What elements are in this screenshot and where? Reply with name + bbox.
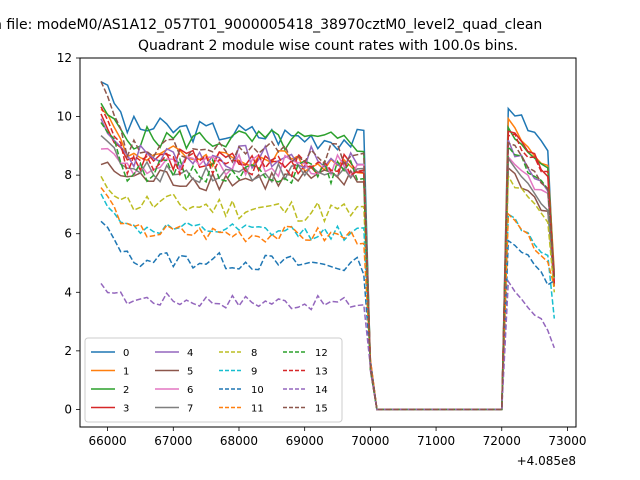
axes-frame	[79, 57, 577, 428]
x-tick-label: 70000	[351, 434, 389, 448]
legend-label: 4	[187, 348, 193, 359]
chart-title: Quadrant 2 module wise count rates with …	[138, 38, 518, 54]
legend-label: 1	[123, 367, 129, 378]
y-tick-label: 4	[64, 285, 72, 299]
series-line-15	[100, 81, 556, 411]
legend-box	[84, 337, 343, 423]
y-axis: 0 2 4 6 8 10 12	[57, 51, 80, 416]
series-line-14	[100, 279, 556, 411]
legend-label: 14	[315, 385, 328, 396]
x-tick-label: 68000	[220, 434, 258, 448]
legend-label: 2	[123, 385, 129, 396]
legend-label: 9	[251, 367, 257, 378]
y-tick-label: 6	[64, 227, 72, 241]
y-tick-label: 10	[57, 110, 72, 124]
series-line-10	[100, 220, 555, 411]
figure-suptitle: n file: modeM0/AS1A12_057T01_9000005418_…	[0, 17, 542, 33]
series-line-13	[100, 106, 556, 411]
x-tick-label: 72000	[483, 434, 521, 448]
legend-label: 13	[315, 367, 328, 378]
series-layer	[100, 81, 556, 411]
legend-label: 6	[187, 385, 193, 396]
y-tick-label: 2	[64, 344, 72, 358]
legend-label: 15	[315, 404, 328, 415]
legend-label: 10	[251, 385, 264, 396]
y-tick-label: 0	[64, 402, 72, 416]
y-tick-label: 8	[64, 168, 72, 182]
x-axis: 66000 67000 68000 69000 70000 71000 72000 73000	[88, 427, 587, 448]
legend-label: 8	[251, 348, 257, 359]
legend-label: 5	[187, 367, 193, 378]
x-tick-label: 66000	[88, 434, 126, 448]
x-tick-label: 69000	[286, 434, 324, 448]
legend-label: 11	[251, 404, 264, 415]
y-tick-label: 12	[57, 51, 72, 65]
x-tick-label: 67000	[154, 434, 192, 448]
legend-label: 12	[315, 348, 328, 359]
legend-label: 3	[123, 404, 129, 415]
x-offset-label: +4.085e8	[517, 454, 576, 468]
legend-label: 7	[187, 404, 193, 415]
x-tick-label: 73000	[548, 434, 586, 448]
x-tick-label: 71000	[417, 434, 455, 448]
legend-label: 0	[123, 348, 129, 359]
